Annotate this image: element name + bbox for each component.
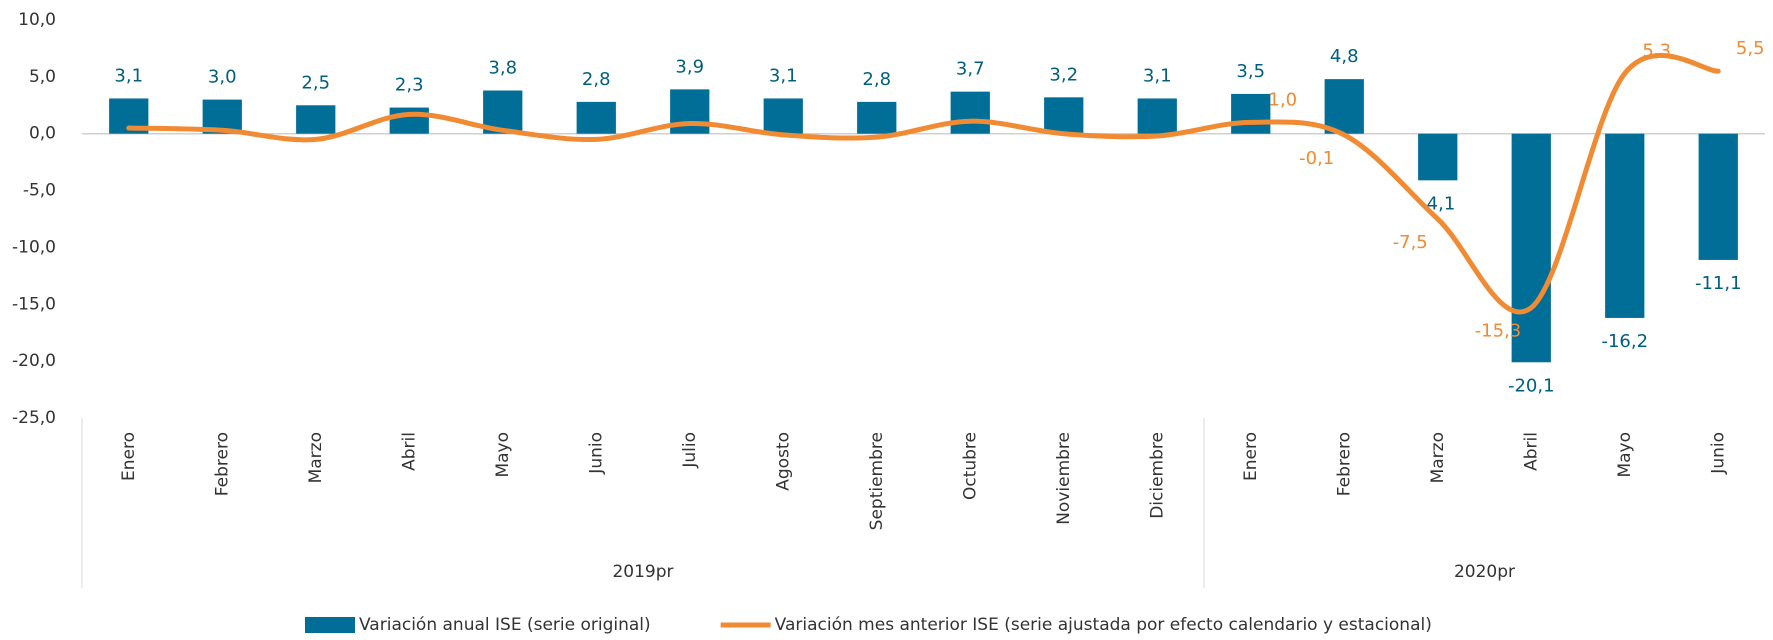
line-value-label: -15,3 — [1475, 321, 1522, 342]
group-label: 2020pr — [1454, 562, 1515, 582]
x-tick-label: Diciembre — [1147, 432, 1167, 519]
x-tick-label: Marzo — [1428, 432, 1448, 483]
bar — [576, 101, 616, 134]
y-tick-label: -15,0 — [12, 294, 56, 314]
x-tick-label: Febrero — [212, 432, 232, 496]
x-tick-label: Abril — [1521, 432, 1541, 471]
y-tick-label: 5,0 — [29, 67, 56, 87]
x-tick-label: Septiembre — [867, 432, 887, 530]
line-value-label: 5,5 — [1736, 38, 1765, 59]
bar-value-label: -11,1 — [1695, 273, 1742, 294]
x-tick-label: Julio — [680, 432, 700, 469]
bar-value-label: 3,1 — [1143, 65, 1172, 86]
bar — [296, 105, 336, 134]
group-label: 2019pr — [612, 562, 673, 582]
legend-label: Variación anual ISE (serie original) — [359, 615, 651, 635]
x-tick-label: Agosto — [773, 432, 793, 491]
bar-value-label: 3,1 — [769, 65, 798, 86]
line-value-label: 5,3 — [1642, 40, 1671, 61]
bar — [857, 101, 897, 134]
bar — [1137, 98, 1177, 134]
y-tick-label: 0,0 — [29, 124, 56, 144]
y-tick-label: 10,0 — [18, 10, 56, 30]
line — [126, 52, 1721, 315]
x-tick-label: Enero — [1241, 432, 1261, 481]
line-value-label: -0,1 — [1299, 148, 1334, 169]
legend: Variación anual ISE (serie original) Vari… — [305, 615, 1432, 635]
bar — [1511, 133, 1551, 363]
x-tick-label: Octubre — [960, 432, 980, 500]
legend-label: Variación mes anterior ISE (serie ajusta… — [775, 615, 1432, 635]
y-tick-label: -10,0 — [12, 237, 56, 257]
x-tick-label: Mayo — [1615, 432, 1635, 478]
bar — [1698, 133, 1738, 260]
bar — [1324, 79, 1364, 134]
bar-value-label: -16,2 — [1601, 331, 1648, 352]
x-tick-label: Enero — [119, 432, 139, 481]
bar-value-label: 3,0 — [208, 67, 237, 88]
bar-value-label: 2,5 — [301, 72, 330, 93]
x-tick-label: Noviembre — [1054, 432, 1074, 525]
bar-value-label: 2,8 — [862, 69, 891, 90]
x-tick-label: Mayo — [493, 432, 513, 478]
bar — [1605, 133, 1645, 318]
bar — [763, 98, 803, 134]
bar-value-label: 4,8 — [1330, 46, 1359, 67]
line-value-label: -7,5 — [1393, 232, 1428, 253]
bar-value-label: -20,1 — [1508, 375, 1555, 396]
y-tick-label: -20,0 — [12, 351, 56, 371]
bar-value-label: 3,5 — [1236, 61, 1265, 82]
bar — [1044, 97, 1084, 134]
y-tick-label: -5,0 — [23, 181, 56, 201]
bar — [1418, 133, 1458, 181]
legend-swatch — [305, 617, 355, 633]
x-tick-label: Marzo — [306, 432, 326, 483]
x-tick-label: Febrero — [1334, 432, 1354, 496]
line-value-label: 1,0 — [1268, 89, 1297, 110]
x-tick-label: Junio — [586, 432, 606, 475]
bar-value-label: 3,2 — [1049, 64, 1078, 85]
bar-value-label: 3,1 — [114, 65, 143, 86]
bar-value-label: 3,9 — [675, 56, 704, 77]
bar — [1231, 93, 1271, 134]
bar-value-label: 3,7 — [956, 59, 985, 80]
bar-value-label: 3,8 — [488, 58, 517, 79]
bar-value-label: 2,8 — [582, 69, 611, 90]
bar — [389, 107, 429, 134]
y-tick-label: -25,0 — [12, 408, 56, 428]
x-tick-label: Junio — [1708, 432, 1728, 475]
bar-value-label: 2,3 — [395, 75, 424, 96]
x-tick-label: Abril — [399, 432, 419, 471]
bar — [950, 91, 990, 134]
